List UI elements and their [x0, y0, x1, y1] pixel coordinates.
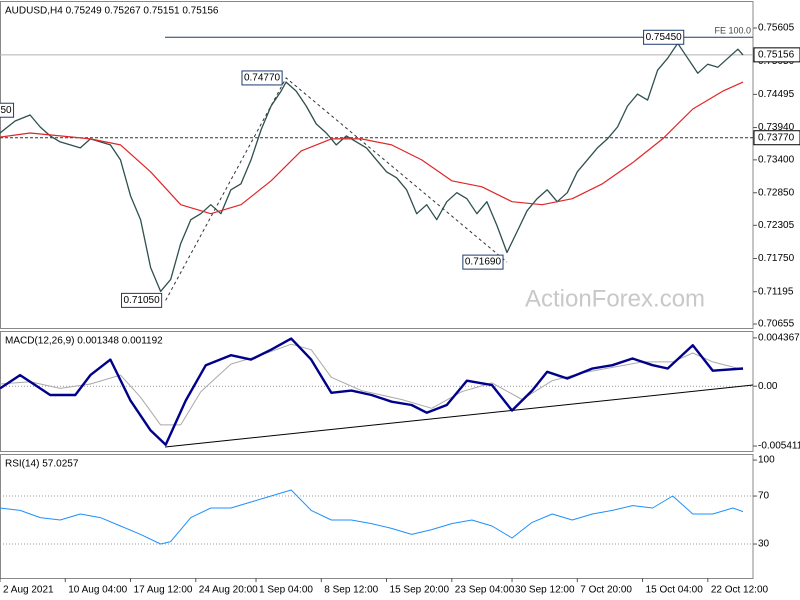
series-line [0, 81, 744, 215]
x-tick-label: 23 Sep 04:00 [455, 585, 515, 596]
y-tick-label: 70 [758, 491, 770, 502]
series-line [0, 343, 744, 426]
y-tick-label: 0.70655 [758, 319, 795, 330]
price-box-label: 0.73770 [758, 132, 795, 143]
price-box [753, 130, 800, 146]
fe-level-label: FE 100.0 [714, 26, 751, 36]
x-tick-label: 1 Sep 04:00 [259, 585, 313, 596]
annotation-label: 0.71050 [124, 295, 161, 306]
macd-panel [0, 331, 754, 452]
panel-title: RSI(14) 57.0257 [5, 459, 79, 470]
annotation-label: 0.75450 [646, 32, 683, 43]
series-line [0, 337, 744, 446]
y-tick-label: 0.71195 [758, 286, 794, 297]
projection-line [165, 77, 508, 301]
y-tick-label: 0.004367 [758, 333, 800, 344]
y-tick-label: 30 [758, 539, 770, 550]
annotation-box [241, 70, 283, 86]
annotation-box [462, 254, 504, 270]
y-tick-label: 0.72305 [758, 220, 795, 231]
y-tick-label: 0.72850 [758, 187, 795, 198]
price-box [753, 47, 800, 63]
price-panel [0, 1, 754, 329]
trend-line [164, 384, 754, 448]
y-tick-label: 0.75605 [758, 23, 795, 34]
rsi-panel [0, 454, 754, 579]
x-tick-label: 2 Aug 2021 [3, 585, 54, 596]
price-box-label: 0.75156 [758, 49, 795, 60]
series-line [0, 42, 744, 293]
y-tick-label: -0.005411 [758, 441, 800, 452]
y-tick-label: 0.74495 [758, 89, 795, 100]
watermark: ActionForex.com [525, 285, 705, 312]
annotation-label: 0.71690 [465, 257, 502, 268]
panel-title: AUDUSD,H4 0.75249 0.75267 0.75151 0.7515… [5, 6, 219, 17]
y-tick-label: 0.00 [758, 381, 778, 392]
annotation-label: 50 [0, 105, 12, 116]
x-tick-label: 15 Oct 04:00 [646, 585, 704, 596]
annotation-label: 0.74770 [244, 73, 281, 84]
x-tick-label: 30 Sep 12:00 [515, 585, 575, 596]
annotation-box [121, 292, 163, 308]
annotation-box [643, 29, 685, 45]
x-tick-label: 8 Sep 12:00 [324, 585, 378, 596]
series-line [0, 489, 744, 545]
y-tick-label: 0.73400 [758, 154, 795, 165]
y-tick-label: 0.71750 [758, 253, 795, 264]
x-tick-label: 17 Aug 12:00 [134, 585, 193, 596]
annotation-box [0, 102, 15, 118]
panel-title: MACD(12,26,9) 0.001348 0.001192 [5, 336, 163, 347]
y-tick-label: 100 [758, 455, 775, 466]
x-tick-label: 7 Oct 20:00 [580, 585, 632, 596]
x-tick-label: 10 Aug 04:00 [68, 585, 127, 596]
x-tick-label: 24 Aug 20:00 [199, 585, 258, 596]
x-tick-label: 22 Oct 12:00 [711, 585, 769, 596]
x-tick-label: 15 Sep 20:00 [390, 585, 450, 596]
y-tick-label: 0.73940 [758, 122, 795, 133]
